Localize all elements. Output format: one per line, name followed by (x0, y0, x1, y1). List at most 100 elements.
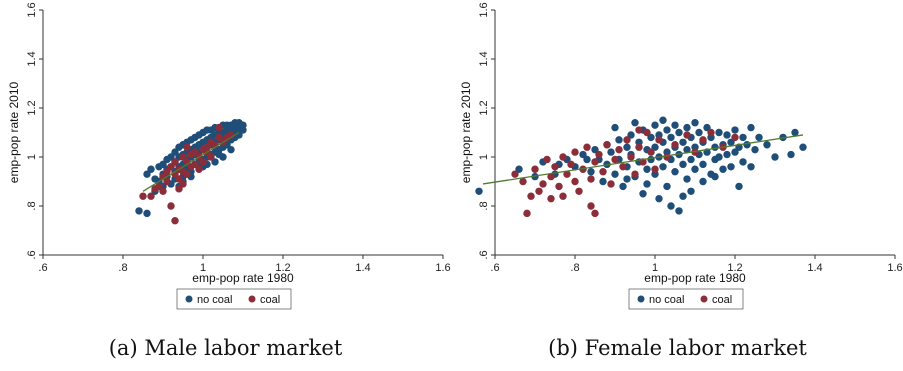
point-coal (647, 148, 655, 156)
point-coal (139, 192, 147, 200)
point-no-coal (731, 148, 739, 156)
point-coal (155, 182, 163, 191)
point-no-coal (751, 145, 759, 154)
point-coal (623, 136, 631, 144)
legend-marker-no-coal (637, 295, 645, 303)
point-coal (179, 180, 187, 188)
y-tick-label: 1.2 (478, 100, 490, 115)
caption-male: (a) Male labor market (108, 336, 343, 360)
point-coal (167, 163, 175, 171)
point-coal (571, 148, 579, 156)
point-no-coal (799, 143, 807, 151)
point-coal (731, 133, 739, 142)
x-tick-label: 1.6 (887, 262, 902, 274)
point-no-coal (739, 158, 747, 166)
point-no-coal (683, 175, 691, 183)
point-no-coal (747, 123, 755, 132)
x-tick-label: .6 (490, 262, 499, 274)
point-coal (587, 202, 595, 210)
fit-line (482, 134, 804, 185)
x-tick-label: 1.4 (807, 262, 822, 274)
point-no-coal (211, 158, 219, 166)
point-coal (635, 126, 643, 134)
point-no-coal (787, 150, 795, 159)
point-no-coal (715, 128, 723, 137)
point-no-coal (579, 150, 587, 159)
point-coal (631, 170, 639, 178)
point-coal (563, 170, 571, 178)
point-no-coal (659, 116, 667, 124)
point-no-coal (723, 150, 731, 159)
point-no-coal (643, 165, 651, 173)
legend-label-coal: coal (712, 294, 732, 306)
point-coal (567, 160, 575, 169)
point-no-coal (659, 163, 667, 171)
point-coal (195, 165, 203, 173)
point-coal (663, 153, 671, 161)
point-no-coal (147, 165, 155, 173)
x-tick-label: .6 (38, 262, 47, 274)
x-tick-label: 1.4 (355, 262, 370, 274)
point-coal (523, 209, 531, 218)
point-coal (207, 153, 215, 161)
point-no-coal (515, 165, 523, 173)
x-tick-label: 1.2 (275, 262, 290, 274)
point-coal (603, 141, 611, 149)
point-no-coal (683, 145, 691, 154)
y-tick-label: 1.4 (26, 51, 38, 66)
legend-label-no-coal: no coal (649, 294, 684, 306)
point-coal (539, 180, 547, 188)
point-no-coal (599, 177, 607, 186)
point-no-coal (631, 119, 639, 127)
point-coal (571, 177, 579, 186)
point-coal (215, 123, 223, 132)
point-no-coal (699, 160, 707, 169)
point-coal (611, 155, 619, 164)
point-coal (163, 168, 171, 176)
point-coal (607, 180, 615, 188)
panel-female: .6.6 .8 .8 1 1 1.2 1.2 1.4 1.4 1.6 1.6 emp-pop rate… (452, 0, 903, 371)
legend-box (628, 288, 744, 310)
point-no-coal (159, 160, 167, 169)
point-no-coal (671, 168, 679, 176)
point-coal (511, 170, 519, 178)
y-tick-label: .8 (26, 201, 38, 210)
point-no-coal (723, 131, 731, 139)
point-no-coal (619, 182, 627, 191)
point-no-coal (611, 123, 619, 132)
point-coal (591, 158, 599, 166)
point-no-coal (167, 153, 175, 161)
point-no-coal (611, 170, 619, 178)
point-coal (171, 217, 179, 225)
point-no-coal (675, 207, 683, 215)
point-coal (175, 175, 183, 183)
point-no-coal (607, 148, 615, 156)
x-tick-label: .8 (570, 262, 579, 274)
point-coal (655, 136, 663, 144)
point-no-coal (143, 170, 151, 178)
y-tick-label: 1.4 (478, 51, 490, 66)
point-no-coal (623, 143, 631, 151)
x-axis-title: emp-pop rate 1980 (644, 271, 746, 285)
point-coal (191, 160, 199, 169)
point-no-coal (711, 143, 719, 151)
point-no-coal (663, 126, 671, 134)
point-no-coal (743, 141, 751, 149)
point-no-coal (687, 155, 695, 164)
point-no-coal (667, 133, 675, 142)
point-no-coal (727, 163, 735, 171)
y-tick-label: 1 (478, 154, 490, 160)
point-coal (199, 158, 207, 166)
scatter-chart-female: .6.6 .8 .8 1 1 1.2 1.2 1.4 1.4 1.6 1.6 emp-pop rate… (459, 2, 903, 310)
point-no-coal (651, 143, 659, 151)
point-coal (587, 175, 595, 183)
point-coal (627, 153, 635, 161)
point-coal (591, 209, 599, 218)
point-coal (547, 172, 555, 181)
legend-label-coal: coal (260, 294, 280, 306)
point-no-coal (763, 141, 771, 149)
point-no-coal (771, 153, 779, 161)
point-coal (559, 192, 567, 200)
point-no-coal (587, 168, 595, 176)
point-coal (179, 153, 187, 161)
